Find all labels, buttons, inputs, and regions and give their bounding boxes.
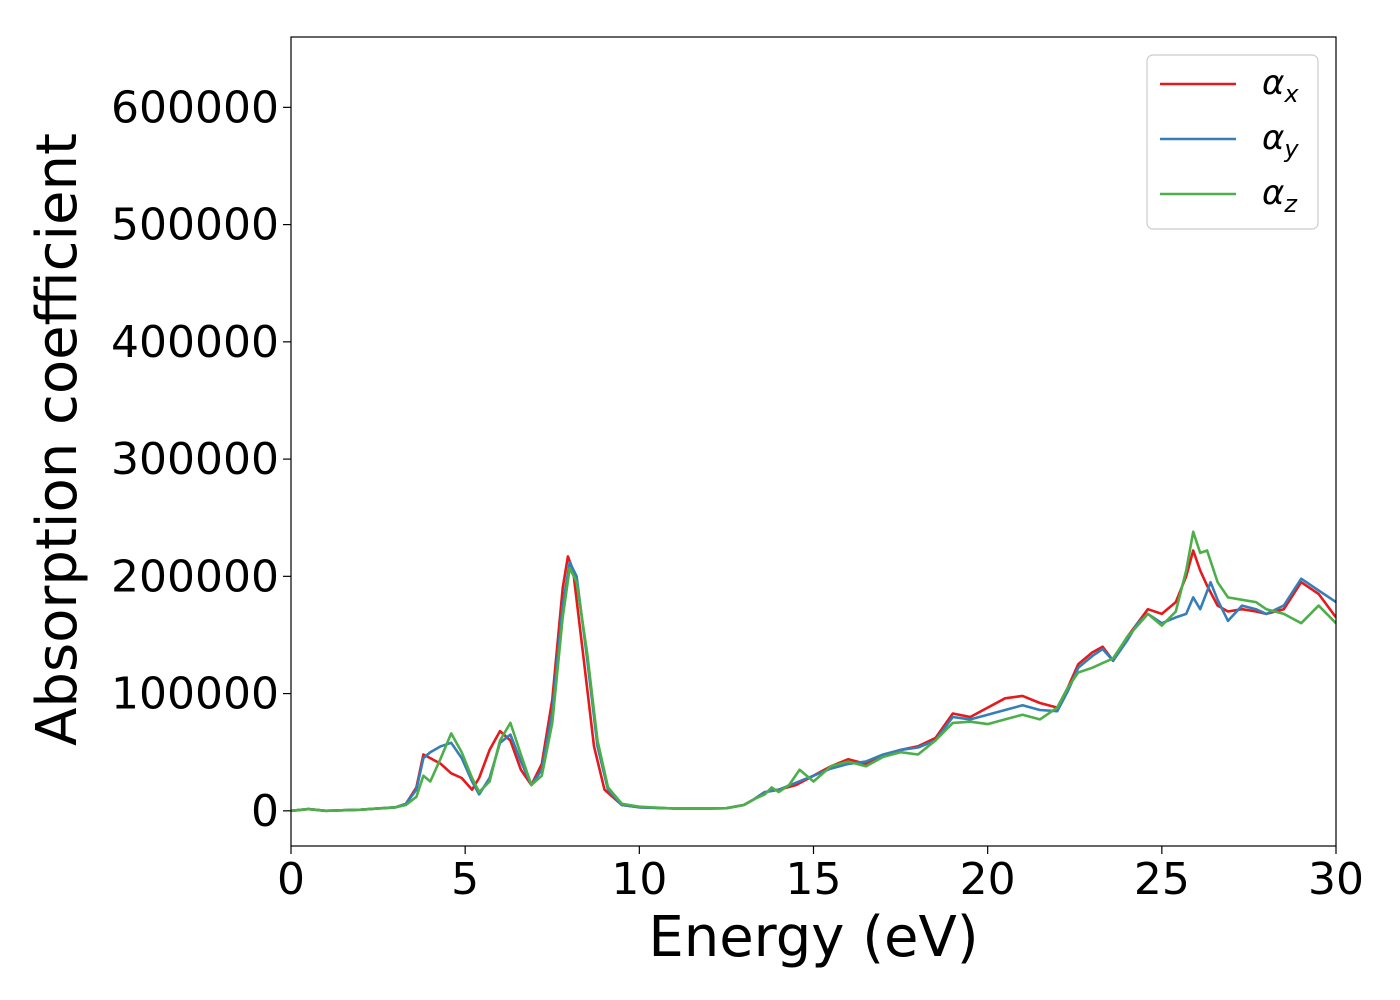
x-tick-label: 25	[1134, 854, 1190, 905]
y-axis: 0 100000 200000 300000 400000 500000 600000	[111, 82, 291, 837]
legend-box	[1146, 54, 1319, 230]
x-axis-title: Energy (eV)	[648, 905, 978, 970]
x-tick-label: 15	[786, 854, 842, 905]
y-tick-label: 0	[251, 786, 279, 837]
y-axis-title: Absorption coefficient	[25, 133, 90, 746]
x-tick-label: 5	[451, 854, 479, 905]
series-line-alpha-x	[291, 549, 1336, 813]
x-tick-label: 20	[960, 854, 1016, 905]
legend-symbol: α	[1262, 173, 1284, 213]
legend-subscript: x	[1283, 80, 1299, 108]
legend-symbol: α	[1262, 63, 1284, 103]
x-tick-label: 30	[1308, 854, 1364, 905]
y-tick-label: 400000	[111, 317, 279, 368]
legend-label-alpha-z: αz	[1262, 173, 1298, 218]
y-tick-label: 200000	[111, 551, 279, 602]
y-tick-label: 500000	[111, 200, 279, 251]
series-line-alpha-y	[291, 560, 1336, 813]
legend-subscript: y	[1283, 135, 1299, 163]
legend-subscript: z	[1283, 190, 1298, 218]
y-tick-label: 300000	[111, 434, 279, 485]
x-axis: 0 5 10 15 20 25 30	[277, 846, 1364, 905]
x-tick-label: 10	[611, 854, 667, 905]
series-lines	[291, 530, 1336, 813]
legend-label-alpha-y: αy	[1262, 118, 1299, 163]
series-line-alpha-z	[291, 530, 1336, 813]
legend-label-alpha-x: αx	[1262, 63, 1299, 108]
x-tick-label: 0	[277, 854, 305, 905]
y-tick-label: 600000	[111, 82, 279, 133]
legend-symbol: α	[1262, 118, 1284, 158]
y-tick-label: 100000	[111, 669, 279, 720]
